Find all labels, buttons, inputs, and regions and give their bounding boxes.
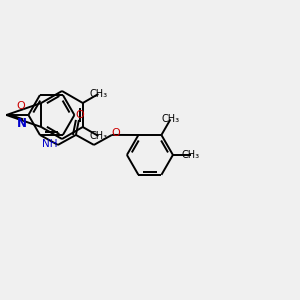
- Text: O: O: [17, 101, 26, 111]
- Text: O: O: [112, 128, 120, 138]
- Text: CH₃: CH₃: [89, 131, 107, 141]
- Text: CH₃: CH₃: [89, 89, 107, 99]
- Text: CH₃: CH₃: [161, 114, 179, 124]
- Text: N: N: [17, 117, 27, 130]
- Text: NH: NH: [42, 139, 58, 149]
- Text: CH₃: CH₃: [182, 150, 200, 160]
- Text: O: O: [76, 110, 84, 120]
